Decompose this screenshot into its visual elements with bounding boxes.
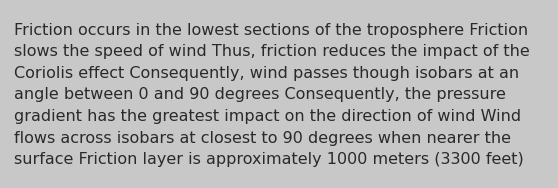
Text: Friction occurs in the lowest sections of the troposphere Friction
slows the spe: Friction occurs in the lowest sections o… bbox=[14, 23, 530, 167]
